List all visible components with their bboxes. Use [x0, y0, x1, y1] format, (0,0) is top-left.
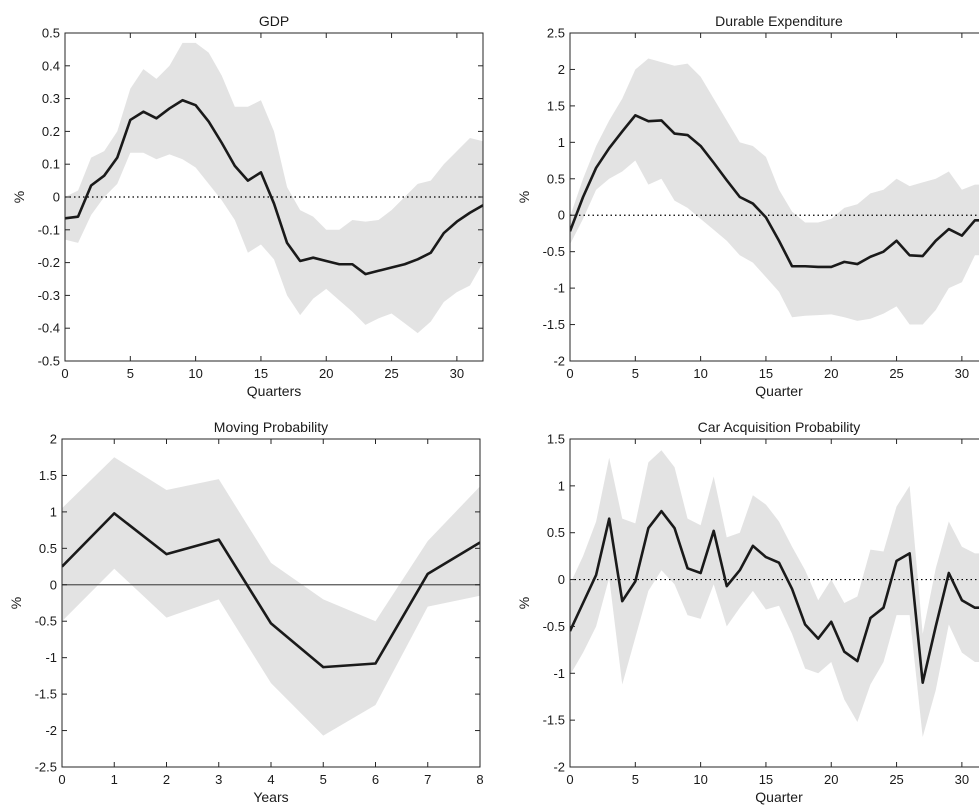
y-tick-label: -0.5: [38, 354, 60, 369]
chart-title: Car Acquisition Probability: [698, 419, 861, 435]
y-tick-label: 0.4: [42, 58, 60, 73]
y-tick-label: 1.5: [547, 98, 565, 113]
y-tick-label: -2: [45, 723, 57, 738]
y-tick-label: -0.2: [38, 255, 60, 270]
x-tick-label: 0: [58, 772, 65, 787]
y-tick-label: 1: [558, 478, 565, 493]
y-tick-label: -0.1: [38, 222, 60, 237]
confidence-band: [570, 58, 979, 325]
x-tick-label: 0: [566, 772, 573, 787]
x-tick-label: 15: [759, 366, 773, 381]
x-tick-label: 1: [111, 772, 118, 787]
x-tick-label: 25: [384, 366, 398, 381]
x-tick-label: 10: [693, 772, 707, 787]
y-tick-label: -1: [553, 666, 565, 681]
series-line-1: [65, 98, 483, 276]
x-tick-label: 5: [320, 772, 327, 787]
y-tick-label: 0: [558, 208, 565, 223]
axes-box: [569, 438, 979, 768]
x-tick-label: 30: [955, 366, 969, 381]
y-tick-label: 1: [50, 504, 57, 519]
y-tick-label: 0.1: [42, 157, 60, 172]
x-tick-label: 5: [632, 366, 639, 381]
y-tick-label: 0.5: [42, 26, 60, 41]
y-tick-label: -1.5: [543, 713, 565, 728]
series-line-1: [570, 114, 979, 269]
y-tick-label: 1.5: [547, 432, 565, 447]
x-tick-label: 0: [566, 366, 573, 381]
y-tick-label: -2.5: [35, 760, 57, 775]
x-tick-label: 20: [824, 366, 838, 381]
chart-title: Durable Expenditure: [715, 13, 843, 29]
y-tick-label: 0: [558, 572, 565, 587]
confidence-band: [62, 457, 480, 736]
y-axis-label: %: [516, 597, 532, 609]
x-tick-label: 30: [450, 366, 464, 381]
y-tick-label: 2: [558, 62, 565, 77]
x-axis-label: Quarters: [247, 383, 301, 399]
confidence-band: [65, 42, 483, 334]
x-axis-label: Quarter: [755, 789, 803, 805]
y-tick-label: -1: [553, 281, 565, 296]
y-tick-label: 0.3: [42, 91, 60, 106]
y-tick-label: -0.5: [543, 619, 565, 634]
y-tick-label: 0.2: [42, 124, 60, 139]
axes-box: [569, 32, 979, 362]
y-tick-label: 0.5: [39, 541, 57, 556]
x-tick-label: 6: [372, 772, 379, 787]
y-tick-label: -0.5: [35, 614, 57, 629]
x-tick-label: 25: [889, 772, 903, 787]
x-tick-label: 7: [424, 772, 431, 787]
x-tick-label: 5: [127, 366, 134, 381]
y-tick-label: -2: [553, 760, 565, 775]
y-axis-label: %: [11, 191, 27, 203]
x-tick-label: 0: [61, 366, 68, 381]
y-tick-label: -1.5: [543, 317, 565, 332]
x-tick-label: 30: [955, 772, 969, 787]
y-axis-label: %: [516, 191, 532, 203]
y-tick-label: 0: [53, 190, 60, 205]
y-tick-label: 1.5: [39, 468, 57, 483]
chart-panel-4: 0 5 10 15 20 25 30 -2 -1.5 -1 -0.5 0 0.5 1 1.5 Car Acqu…: [516, 419, 979, 805]
x-tick-label: 5: [632, 772, 639, 787]
x-tick-label: 10: [693, 366, 707, 381]
x-axis-label: Quarter: [755, 383, 803, 399]
y-tick-label: -2: [553, 354, 565, 369]
y-tick-label: 1: [558, 135, 565, 150]
y-tick-label: 2.5: [547, 26, 565, 41]
x-tick-label: 20: [824, 772, 838, 787]
x-tick-label: 4: [267, 772, 274, 787]
y-tick-label: 0.5: [547, 171, 565, 186]
x-tick-label: 20: [319, 366, 333, 381]
y-axis-label: %: [8, 597, 24, 609]
y-tick-label: -0.5: [543, 244, 565, 259]
y-tick-label: -1: [45, 650, 57, 665]
y-tick-label: -1.5: [35, 687, 57, 702]
y-tick-label: -0.4: [38, 321, 60, 336]
series-line-1: [570, 509, 979, 684]
y-tick-label: 0.5: [547, 525, 565, 540]
y-tick-label: 0: [50, 577, 57, 592]
x-tick-label: 25: [889, 366, 903, 381]
chart-title: Moving Probability: [214, 419, 328, 435]
y-tick-label: -0.3: [38, 288, 60, 303]
x-tick-label: 15: [254, 366, 268, 381]
chart-panel-2: 0 5 10 15 20 25 30 -2 -1.5 -1 -0.5 0 0.5 1 1.5 2 2.5 Dura…: [516, 13, 979, 399]
series-line-1: [62, 512, 480, 669]
confidence-band: [570, 450, 979, 738]
chart-panel-3: 0 1 2 3 4 5 6 7 8 -2.5 -2 -1.5 -1 -0.5 0 0.5 1 1.5 2 Moving…: [8, 419, 484, 805]
x-tick-label: 10: [188, 366, 202, 381]
x-tick-label: 8: [476, 772, 483, 787]
x-tick-label: 15: [759, 772, 773, 787]
x-axis-label: Years: [253, 789, 288, 805]
x-tick-label: 2: [163, 772, 170, 787]
y-tick-label: 2: [50, 432, 57, 447]
chart-title: GDP: [259, 13, 289, 29]
chart-panel-1: 0 5 10 15 20 25 30 -0.5 -0.4 -0.3 -0.2 -0.1 0 0.1 0.2 0…: [11, 13, 484, 399]
x-tick-label: 3: [215, 772, 222, 787]
